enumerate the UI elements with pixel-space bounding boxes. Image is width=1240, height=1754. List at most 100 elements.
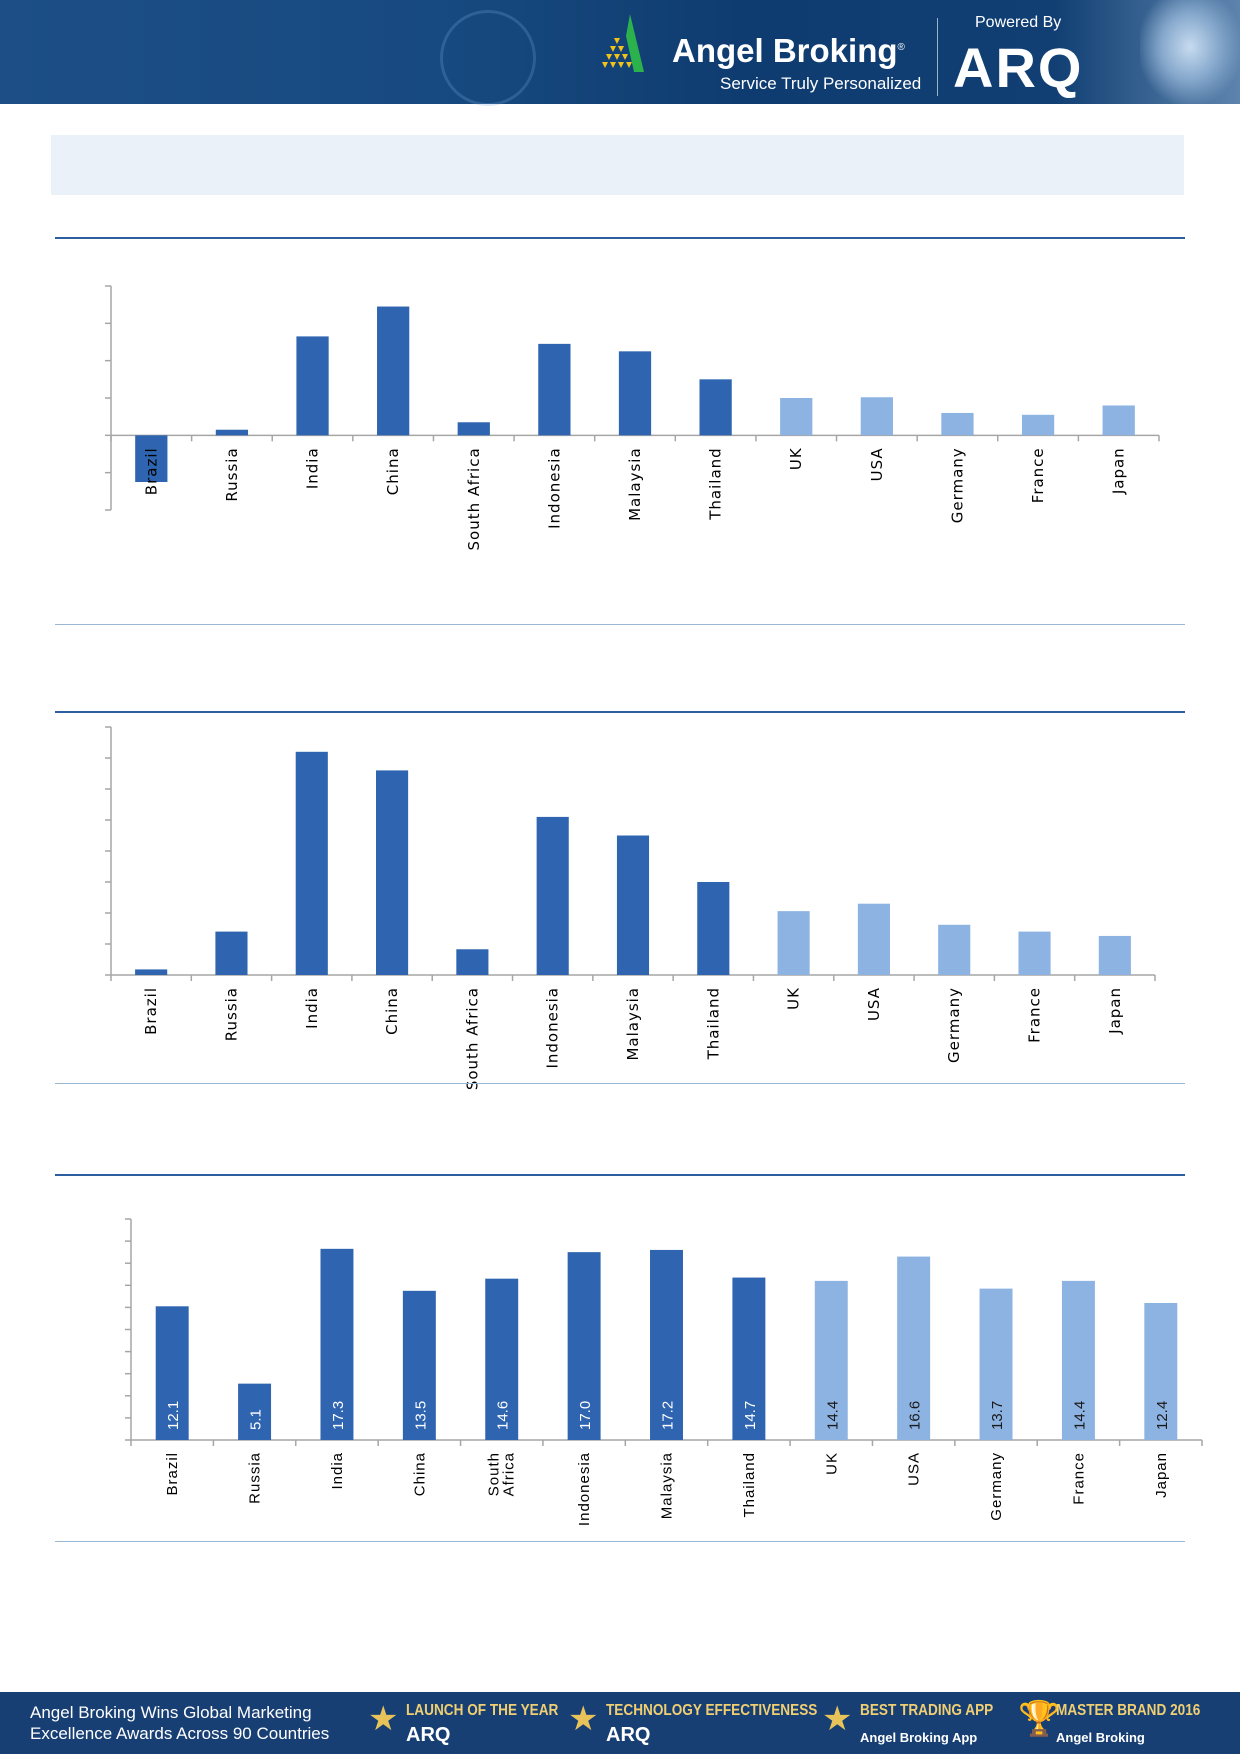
- data-label: 14.7: [742, 1401, 759, 1430]
- bar-malaysia: [618, 351, 652, 436]
- trophy-star-icon: ★: [822, 1699, 853, 1739]
- bar-south-africa: [457, 422, 490, 436]
- category-label: India: [304, 447, 322, 489]
- section-divider: [55, 1541, 1185, 1542]
- award-title: MASTER BRAND 2016: [1056, 1702, 1201, 1719]
- bar-france: [1021, 414, 1055, 436]
- award-subtitle: Angel Broking App: [860, 1730, 978, 1745]
- category-label: USA: [868, 447, 886, 481]
- award-title: LAUNCH OF THE YEAR: [406, 1702, 559, 1719]
- bar-uk: [780, 398, 813, 436]
- trophy-star-icon: ★: [568, 1699, 599, 1739]
- bar-japan: [1098, 935, 1131, 975]
- category-label: Brazil: [164, 1452, 181, 1496]
- category-label: Russia: [223, 447, 241, 501]
- category-label: Indonesia: [576, 1452, 593, 1526]
- footer-headline-line2: Excellence Awards Across 90 Countries: [30, 1724, 330, 1743]
- brand-tagline: Service Truly Personalized: [720, 74, 922, 93]
- category-label: Germany: [988, 1452, 1005, 1521]
- category-label: France: [1070, 1452, 1087, 1505]
- header-banner: Angel Broking® Service Truly Personalize…: [0, 0, 1240, 106]
- footer-headline: Angel Broking Wins Global Marketing Exce…: [30, 1702, 329, 1744]
- category-label: China: [383, 987, 401, 1035]
- bar-indonesia: [536, 816, 569, 975]
- data-label: 14.6: [495, 1401, 512, 1430]
- award-title: TECHNOLOGY EFFECTIVENESS: [606, 1702, 818, 1719]
- category-label: Indonesia: [544, 987, 562, 1069]
- award-subtitle: ARQ: [606, 1724, 651, 1746]
- category-label: Malaysia: [624, 987, 642, 1061]
- powered-by-label: Powered By: [975, 14, 1062, 31]
- category-label: USA: [865, 987, 883, 1021]
- trophy-star-icon: ★: [368, 1699, 399, 1739]
- footer-banner: Angel Broking Wins Global Marketing Exce…: [0, 1692, 1240, 1754]
- bar-thailand: [697, 882, 730, 975]
- trophy-globe-icon: 🏆: [1018, 1699, 1061, 1739]
- data-label: 17.2: [660, 1401, 677, 1430]
- decorative-circle: [440, 10, 536, 106]
- category-label: Malaysia: [659, 1452, 676, 1519]
- category-label: Russia: [222, 987, 240, 1041]
- bar-south-africa: [456, 949, 489, 975]
- bar-russia: [215, 429, 249, 436]
- bar-chart-3: Brazil 12.1 Russia 5.1 India 17.3 China 13.5 Sou…: [125, 1218, 1203, 1526]
- category-label: Japan: [1110, 447, 1128, 495]
- category-label: Thailand: [707, 447, 725, 520]
- category-label: Germany: [945, 987, 963, 1063]
- section-rule: [55, 711, 1185, 713]
- bar-germany: [941, 412, 974, 436]
- bar-south-africa: [485, 1278, 519, 1440]
- award-subtitle: ARQ: [406, 1724, 451, 1746]
- category-label: France: [1026, 987, 1044, 1043]
- category-label: Japan: [1153, 1452, 1170, 1498]
- category-label: Thailand: [704, 987, 722, 1060]
- bar-russia: [238, 1383, 272, 1440]
- category-label: UK: [787, 447, 805, 470]
- category-label: UK: [823, 1452, 840, 1475]
- award-title: BEST TRADING APP: [860, 1702, 994, 1719]
- data-label: 13.5: [412, 1401, 429, 1430]
- header-divider: [937, 18, 938, 96]
- bar-usa: [860, 397, 893, 436]
- category-label: Malaysia: [626, 447, 644, 521]
- bar-malaysia: [616, 835, 650, 975]
- bar-brazil: [155, 1306, 189, 1440]
- bar-russia: [215, 931, 248, 975]
- section-rule: [55, 237, 1185, 239]
- data-label: 5.1: [248, 1409, 265, 1430]
- section-rule: [55, 1174, 1185, 1176]
- category-label: China: [384, 447, 402, 495]
- pyramid-logo-icon: [602, 14, 644, 72]
- category-label: Germany: [948, 447, 966, 523]
- bar-india: [295, 751, 328, 975]
- data-label: 14.4: [1071, 1401, 1088, 1430]
- bar-indonesia: [567, 1252, 601, 1440]
- bar-usa: [857, 903, 890, 975]
- data-label: 16.6: [907, 1401, 924, 1430]
- data-label: 13.7: [989, 1401, 1006, 1430]
- bar-india: [320, 1248, 354, 1440]
- bar-uk: [814, 1280, 848, 1440]
- category-label: India: [303, 987, 321, 1029]
- category-label: South Africa: [463, 987, 481, 1090]
- category-label: Brazil: [142, 987, 160, 1035]
- robot-face-graphic: [1140, 0, 1240, 104]
- data-label: 14.4: [824, 1401, 841, 1430]
- bar-germany: [938, 924, 971, 975]
- bar-germany: [979, 1288, 1013, 1440]
- bar-japan: [1144, 1302, 1178, 1440]
- footer-headline-line1: Angel Broking Wins Global Marketing: [30, 1703, 312, 1722]
- bar-france: [1018, 931, 1051, 975]
- category-label: Brazil: [142, 447, 160, 495]
- arq-logo: ARQ: [953, 36, 1084, 99]
- bar-malaysia: [650, 1249, 683, 1440]
- category-label: China: [411, 1452, 428, 1496]
- bar-uk: [777, 911, 810, 975]
- bar-brazil: [135, 969, 168, 975]
- category-label: UK: [785, 987, 803, 1010]
- bar-india: [296, 336, 329, 436]
- bar-chart-1: Brazil Russia India China South Africa Indone…: [105, 285, 1160, 550]
- bar-japan: [1102, 405, 1135, 436]
- category-label: India: [329, 1452, 346, 1490]
- category-label: Japan: [1106, 987, 1124, 1035]
